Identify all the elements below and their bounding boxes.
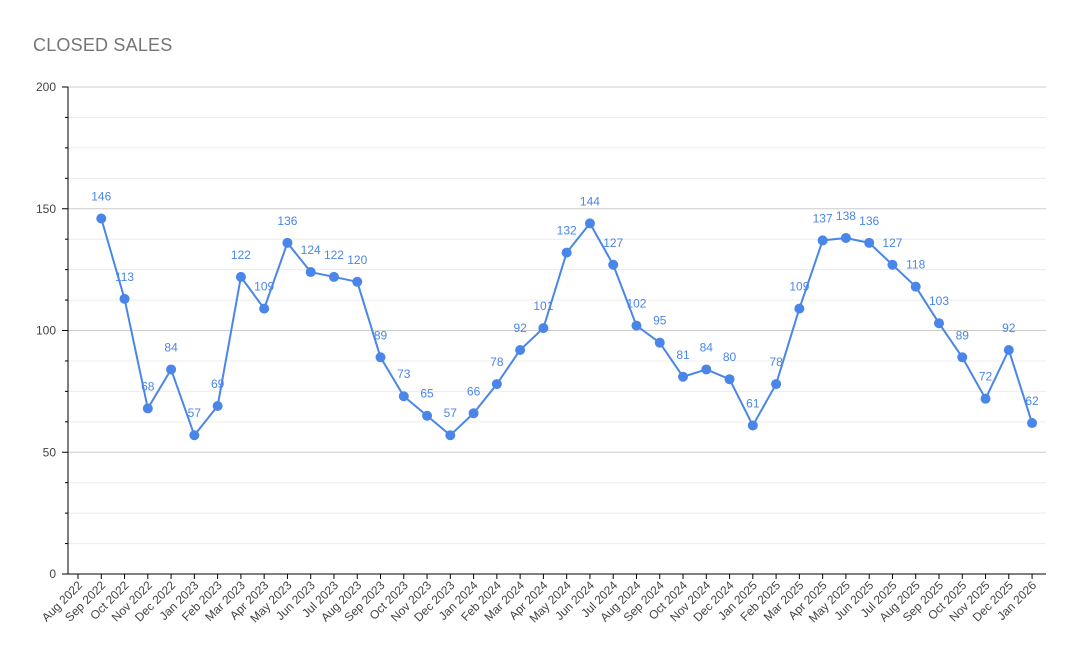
data-point	[701, 364, 712, 375]
data-point	[771, 379, 782, 390]
data-label: 136	[277, 214, 297, 228]
data-label: 122	[324, 248, 344, 262]
data-label: 72	[979, 370, 993, 384]
data-point	[328, 271, 339, 282]
data-label: 78	[769, 355, 783, 369]
data-point	[887, 259, 898, 270]
data-point	[305, 267, 316, 278]
data-label: 57	[188, 406, 202, 420]
data-point	[212, 400, 223, 411]
data-label: 95	[653, 314, 667, 328]
data-point	[491, 379, 502, 390]
chart-title: CLOSED SALES	[33, 35, 173, 55]
data-label: 127	[603, 236, 623, 250]
data-point	[864, 237, 875, 248]
y-tick-label: 0	[49, 567, 56, 581]
data-label: 101	[533, 299, 553, 313]
data-label: 138	[836, 209, 856, 223]
data-label: 146	[91, 189, 111, 203]
data-label: 61	[746, 396, 760, 410]
data-label: 122	[231, 248, 251, 262]
data-point	[747, 420, 758, 431]
data-label: 80	[723, 350, 737, 364]
data-point	[933, 318, 944, 329]
data-point	[957, 352, 968, 363]
data-point	[538, 323, 549, 334]
data-point	[817, 235, 828, 246]
data-label: 89	[956, 328, 970, 342]
data-point	[678, 371, 689, 382]
y-tick-label: 100	[36, 324, 56, 338]
data-point	[259, 303, 270, 314]
gridlines	[68, 86, 1046, 545]
y-tick-label: 150	[36, 202, 56, 216]
data-label: 109	[789, 280, 809, 294]
data-label: 84	[164, 340, 178, 354]
data-label: 118	[906, 258, 925, 272]
y-tick-label: 200	[36, 80, 56, 94]
data-label: 57	[444, 406, 458, 420]
data-point	[119, 293, 130, 304]
data-label: 113	[115, 270, 134, 284]
data-point	[840, 232, 851, 243]
data-point	[352, 276, 363, 287]
y-tick-label: 50	[43, 445, 57, 459]
data-label: 69	[211, 377, 225, 391]
data-label: 120	[347, 253, 367, 267]
data-label: 84	[700, 340, 714, 354]
data-label: 81	[676, 348, 690, 362]
data-label: 68	[141, 379, 155, 393]
data-point	[142, 403, 153, 414]
data-point	[724, 374, 735, 385]
series-closed-sales	[96, 213, 1038, 441]
data-point	[375, 352, 386, 363]
data-point	[1003, 344, 1014, 355]
data-point	[96, 213, 107, 224]
data-point	[1027, 418, 1038, 429]
data-point	[910, 281, 921, 292]
data-label: 137	[813, 211, 833, 225]
data-label: 124	[301, 243, 321, 257]
data-point	[794, 303, 805, 314]
data-label: 144	[580, 194, 600, 208]
data-point	[584, 218, 595, 229]
data-label: 136	[859, 214, 879, 228]
data-label: 92	[513, 321, 527, 335]
data-label: 132	[557, 224, 577, 238]
data-label: 66	[467, 384, 481, 398]
data-label: 73	[397, 367, 411, 381]
data-label: 102	[626, 297, 646, 311]
data-point	[561, 247, 572, 258]
data-label: 103	[929, 294, 949, 308]
data-point	[422, 410, 433, 421]
data-label: 65	[420, 387, 434, 401]
data-point	[282, 237, 293, 248]
data-point	[980, 393, 991, 404]
data-label: 109	[254, 280, 274, 294]
data-point	[445, 430, 456, 441]
data-point	[166, 364, 177, 375]
data-point	[515, 344, 526, 355]
data-point	[468, 408, 479, 419]
data-label: 89	[374, 328, 388, 342]
data-label: 92	[1002, 321, 1016, 335]
data-point	[398, 391, 409, 402]
data-label: 127	[882, 236, 902, 250]
data-point	[631, 320, 642, 331]
data-point	[189, 430, 200, 441]
data-label: 78	[490, 355, 504, 369]
data-point	[235, 271, 246, 282]
data-point	[608, 259, 619, 270]
data-point	[654, 337, 665, 348]
data-label: 62	[1025, 394, 1039, 408]
